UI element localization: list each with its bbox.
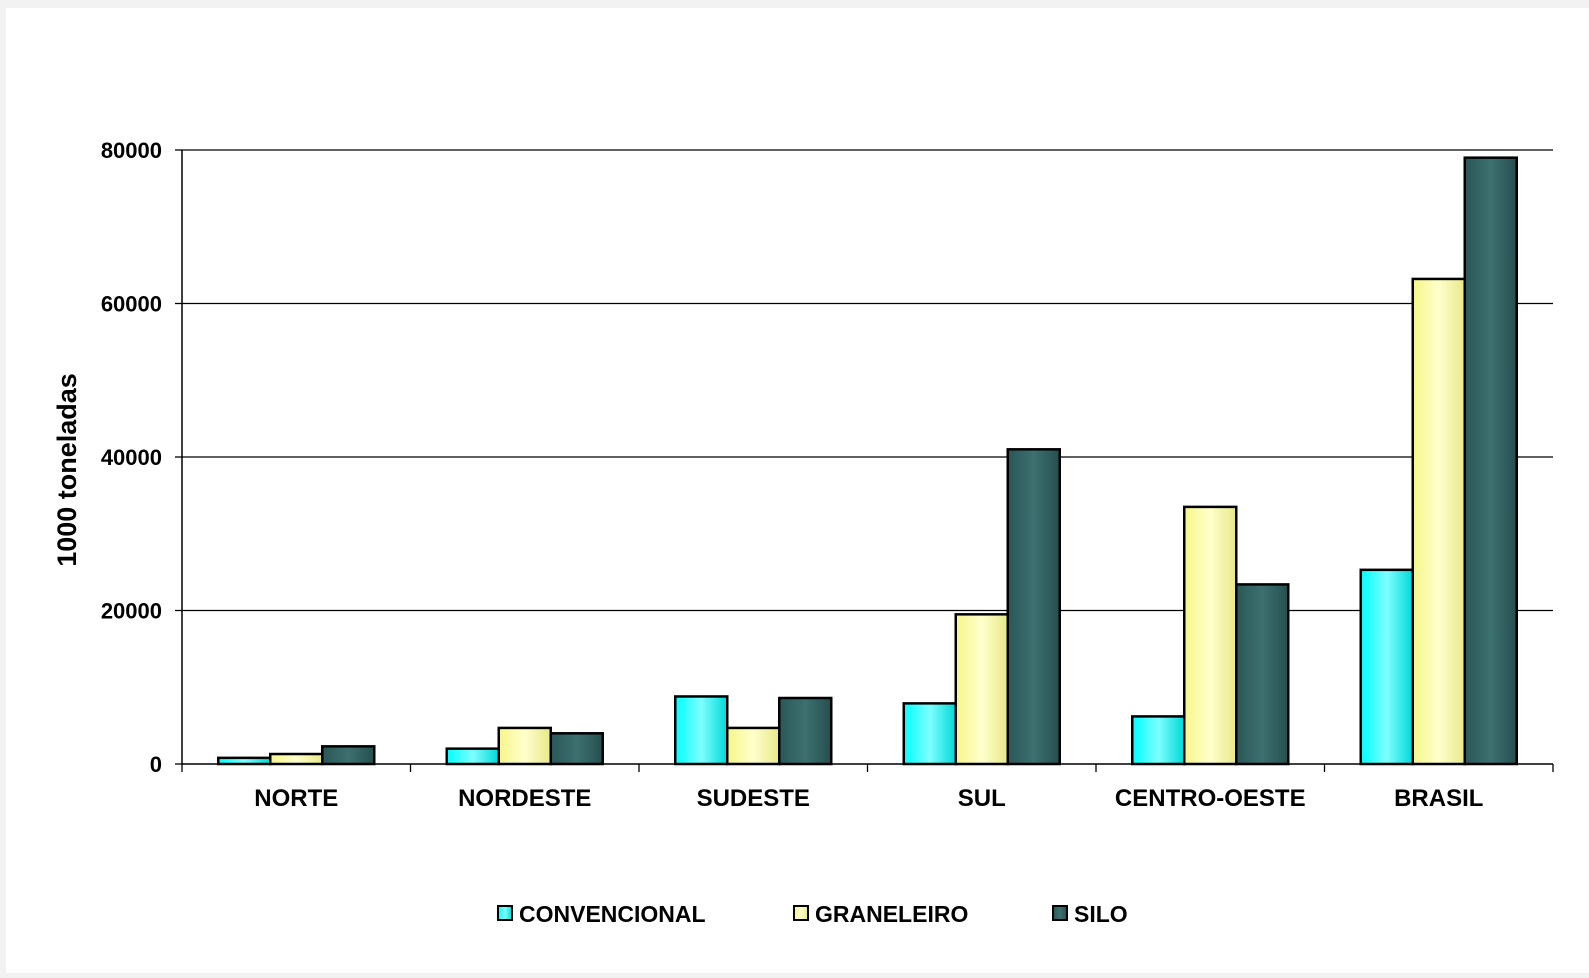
bar-silo-brasil [1463, 156, 1518, 766]
bar-convencional-centro-oeste [1131, 715, 1186, 766]
legend: CONVENCIONAL GRANELEIRO SILO [497, 901, 1128, 927]
bar-chart: 0 20000 40000 60000 80000 NORTE NORDESTE SUDEST… [52, 138, 1554, 927]
bars [217, 156, 1518, 766]
bar-silo-norte [321, 745, 376, 766]
gridlines [182, 149, 1553, 612]
y-tick-label: 40000 [101, 445, 162, 470]
bar-silo-sudeste [778, 696, 833, 766]
x-tick-label: SUL [958, 785, 1006, 812]
bar-convencional-sudeste [674, 695, 729, 766]
x-tick-label: BRASIL [1394, 785, 1483, 812]
x-tick-label: NORDESTE [458, 785, 591, 812]
x-tick-label: CENTRO-OESTE [1115, 785, 1306, 812]
legend-label-silo: SILO [1074, 901, 1128, 927]
bar-graneleiro-sudeste [726, 726, 781, 766]
bar-silo-centro-oeste [1235, 583, 1290, 766]
bar-silo-nordeste [549, 732, 604, 766]
y-tick-label: 80000 [101, 138, 162, 163]
y-tick-label: 60000 [101, 292, 162, 317]
bar-convencional-nordeste [445, 747, 500, 766]
x-tick-label: NORTE [254, 785, 338, 812]
bar-convencional-brasil [1359, 568, 1414, 766]
legend-label-graneleiro: GRANELEIRO [815, 901, 968, 927]
y-tick-label: 0 [150, 752, 162, 777]
legend-swatch-convencional [497, 905, 513, 921]
chart-card: 0 20000 40000 60000 80000 NORTE NORDESTE SUDEST… [6, 8, 1589, 973]
bar-convencional-sul [902, 702, 957, 766]
bar-graneleiro-nordeste [497, 726, 552, 766]
bar-convencional-norte [217, 756, 272, 766]
legend-swatch-graneleiro [793, 905, 809, 921]
bar-graneleiro-brasil [1411, 277, 1466, 766]
y-axis-title: 1000 toneladas [52, 373, 82, 567]
legend-label-convencional: CONVENCIONAL [519, 901, 706, 927]
y-tick-label: 20000 [101, 599, 162, 624]
x-tick-label: SUDESTE [697, 785, 810, 812]
bar-graneleiro-norte [269, 752, 324, 766]
axes: 0 20000 40000 60000 80000 NORTE NORDESTE SUDEST… [101, 138, 1554, 812]
bar-graneleiro-centro-oeste [1183, 505, 1238, 766]
bar-graneleiro-sul [954, 613, 1009, 766]
bar-silo-sul [1006, 448, 1061, 766]
legend-swatch-silo [1052, 905, 1068, 921]
